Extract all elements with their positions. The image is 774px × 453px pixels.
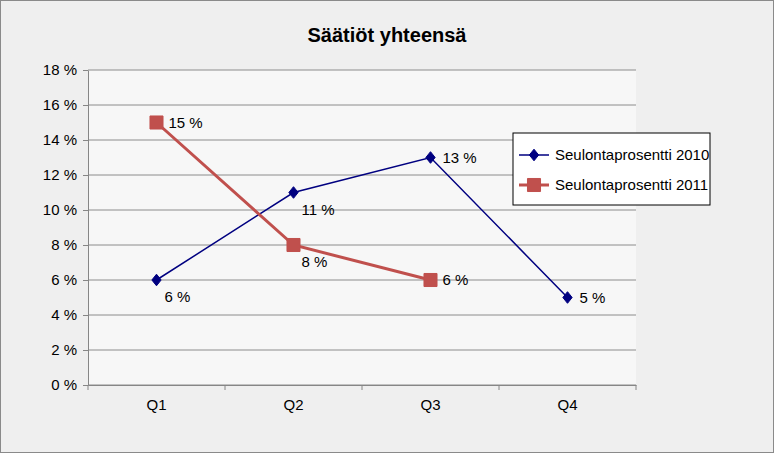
legend-entry: Seulontaprosentti 2011 — [519, 176, 708, 193]
grid-line — [88, 350, 636, 351]
marker — [426, 152, 435, 164]
chart: Säätiöt yhteensä 0 % 2 % 4 % 6 % 8 % 10 % 12 % 1… — [0, 0, 774, 453]
data-label: 6 % — [165, 288, 191, 305]
plot-background — [88, 70, 636, 385]
x-tick: Q3 — [420, 385, 440, 413]
x-tick-label: Q4 — [557, 396, 577, 413]
y-tick: 10 % — [43, 201, 88, 218]
grid-line — [88, 105, 636, 106]
y-tick-label: 10 % — [43, 201, 77, 218]
y-tick-label: 14 % — [43, 131, 77, 148]
marker — [150, 116, 163, 129]
x-tick-label: Q1 — [146, 396, 166, 413]
grid-line — [88, 280, 636, 281]
grid-line — [88, 210, 636, 211]
y-tick-label: 6 % — [51, 271, 77, 288]
data-label: 8 % — [302, 253, 328, 270]
y-tick-label: 8 % — [51, 236, 77, 253]
y-tick-mark — [83, 105, 88, 106]
y-tick-mark — [83, 70, 88, 71]
legend-marker — [529, 149, 538, 161]
marker — [424, 273, 437, 286]
y-tick: 2 % — [51, 341, 88, 358]
chart-background — [1, 1, 774, 453]
x-separator — [88, 385, 89, 390]
y-tick-label: 18 % — [43, 61, 77, 78]
y-tick-mark — [83, 280, 88, 281]
grid-line — [88, 315, 636, 316]
y-tick: 8 % — [51, 236, 88, 253]
y-tick: 14 % — [43, 131, 88, 148]
x-tick: Q4 — [557, 385, 577, 413]
x-separators — [88, 385, 636, 390]
y-tick-mark — [83, 315, 88, 316]
y-tick-label: 0 % — [51, 376, 77, 393]
x-tick-label: Q3 — [420, 396, 440, 413]
x-separator — [499, 385, 500, 390]
legend: Seulontaprosentti 2010 Seulontaprosentti … — [513, 133, 710, 205]
x-tick-label: Q2 — [283, 396, 303, 413]
y-tick: 4 % — [51, 306, 88, 323]
marker — [152, 274, 161, 286]
legend-entry: Seulontaprosentti 2010 — [519, 146, 709, 163]
legend-marker — [527, 178, 540, 191]
x-axis: Q1 Q2 Q3 Q4 — [89, 385, 637, 413]
legend-label: Seulontaprosentti 2010 — [555, 146, 709, 163]
y-tick-label: 16 % — [43, 96, 77, 113]
grid — [88, 70, 636, 385]
y-tick-mark — [83, 350, 88, 351]
y-tick-mark — [83, 385, 88, 386]
y-tick-mark — [83, 210, 88, 211]
y-axis-line — [88, 71, 89, 386]
data-label: 5 % — [580, 289, 606, 306]
y-tick: 6 % — [51, 271, 88, 288]
y-tick: 16 % — [43, 96, 88, 113]
legend-label: Seulontaprosentti 2011 — [555, 176, 708, 193]
data-label: 11 % — [302, 201, 335, 218]
marker — [563, 292, 572, 304]
data-label: 6 % — [443, 271, 469, 288]
y-tick: 18 % — [43, 61, 88, 78]
y-tick: 0 % — [51, 376, 88, 393]
y-tick-mark — [83, 245, 88, 246]
y-axis: 0 % 2 % 4 % 6 % 8 % 10 % 12 % 14 % 16 % 18 % — [43, 61, 89, 393]
y-tick-label: 12 % — [43, 166, 77, 183]
data-label: 15 % — [169, 114, 203, 131]
data-label: 13 % — [443, 149, 477, 166]
grid-line — [88, 245, 636, 246]
y-tick-label: 2 % — [51, 341, 77, 358]
x-tick: Q1 — [146, 385, 166, 413]
x-tick: Q2 — [283, 385, 303, 413]
x-separator — [362, 385, 363, 390]
series-line — [157, 123, 431, 281]
marker — [289, 187, 298, 199]
marker — [287, 238, 300, 251]
x-separator — [636, 385, 637, 390]
y-tick-mark — [83, 140, 88, 141]
marks — [150, 116, 572, 303]
y-tick-mark — [83, 175, 88, 176]
x-separator — [225, 385, 226, 390]
y-tick: 12 % — [43, 166, 88, 183]
grid-line — [88, 70, 636, 71]
title: Säätiöt yhteensä — [308, 24, 468, 46]
y-tick-label: 4 % — [51, 306, 77, 323]
legend-box — [513, 133, 710, 205]
